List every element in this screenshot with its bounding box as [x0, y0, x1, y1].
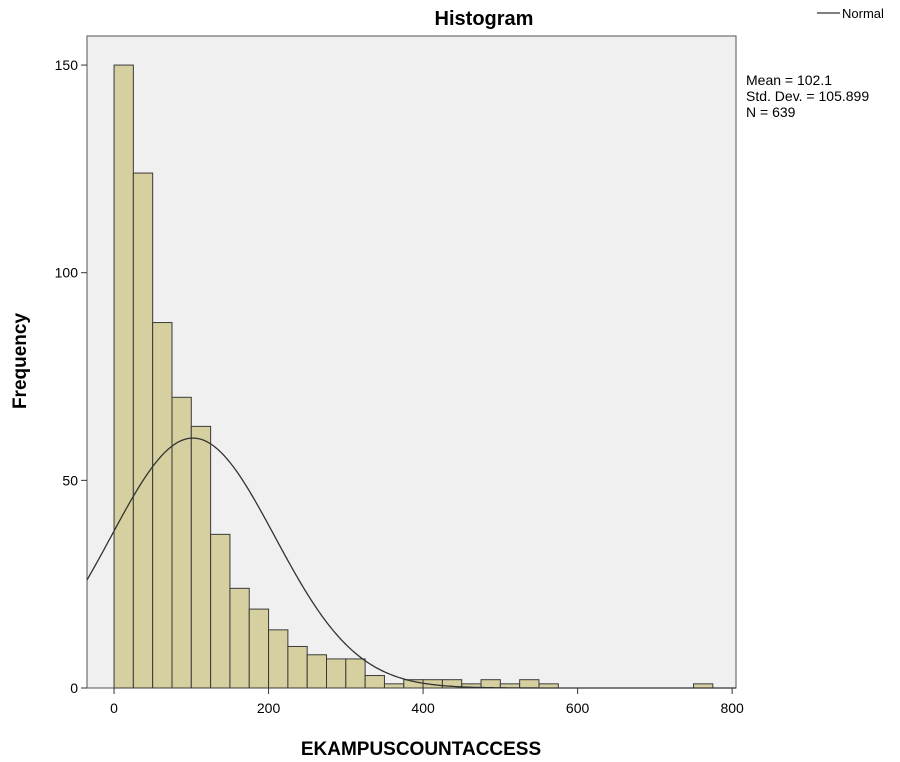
- legend-label-normal: Normal: [842, 6, 884, 21]
- histogram-bar: [229, 587, 250, 689]
- histogram-bar: [268, 629, 289, 689]
- histogram-bar: [152, 322, 173, 689]
- x-tick-label: 0: [110, 700, 118, 716]
- x-axis-ticks: 0 200 400 600 800: [110, 688, 744, 716]
- histogram-bar: [383, 683, 405, 689]
- histogram-bar: [287, 645, 308, 689]
- histogram-bar: [306, 654, 328, 689]
- x-tick-label: 400: [411, 700, 435, 716]
- normal-curve: [86, 437, 736, 689]
- y-tick-label: 0: [70, 680, 78, 696]
- x-axis-label: EKAMPUSCOUNTACCESS: [301, 739, 541, 760]
- y-tick-label: 150: [55, 57, 79, 73]
- histogram-bar: [364, 675, 385, 689]
- histogram-bar: [248, 608, 270, 689]
- y-tick-label: 50: [62, 472, 78, 488]
- x-tick-label: 600: [566, 700, 590, 716]
- histogram-bar: [132, 172, 154, 689]
- legend: Normal: [817, 6, 884, 21]
- y-axis-ticks: 0 50 100 150: [55, 57, 87, 696]
- histogram-bar: [480, 679, 501, 689]
- histogram-bar: [190, 425, 212, 689]
- stats-box: Mean = 102.1 Std. Dev. = 105.899 N = 639: [746, 72, 869, 120]
- histogram-bar: [345, 658, 366, 689]
- chart-title: Histogram: [435, 8, 534, 30]
- histogram-bar: [326, 658, 347, 689]
- y-axis-label: Frequency: [10, 313, 31, 410]
- x-tick-label: 200: [257, 700, 281, 716]
- y-tick-label: 100: [55, 265, 79, 281]
- stats-mean: Mean = 102.1: [746, 72, 832, 88]
- histogram-bar: [113, 64, 134, 689]
- stats-std-dev: Std. Dev. = 105.899: [746, 88, 869, 104]
- histogram-bar: [210, 533, 231, 689]
- bars-group: [113, 64, 714, 689]
- histogram-bar: [519, 679, 540, 689]
- x-tick-label: 800: [720, 700, 744, 716]
- stats-n: N = 639: [746, 104, 796, 120]
